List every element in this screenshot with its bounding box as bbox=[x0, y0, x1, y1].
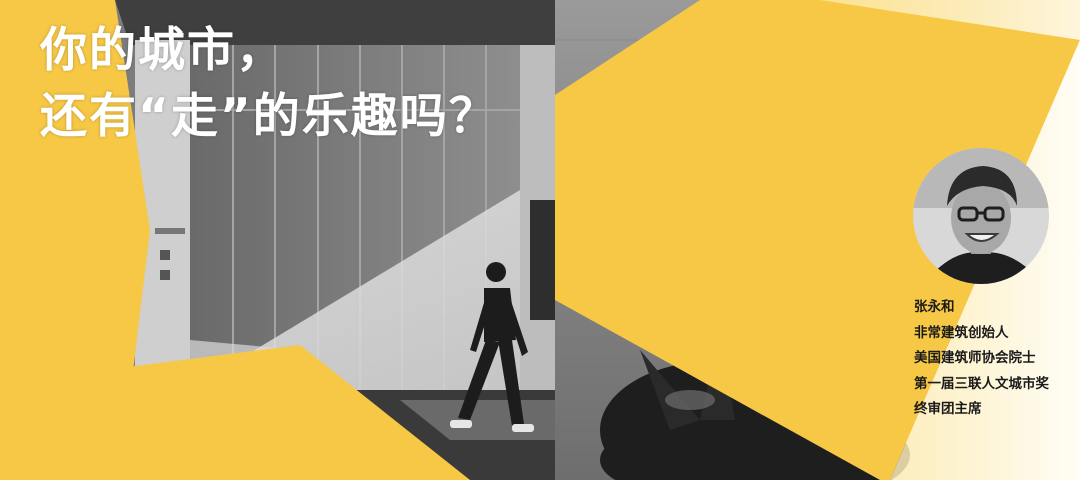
speaker-name: 张永和 bbox=[914, 299, 955, 315]
speaker-title: 第一届三联人文城市奖 bbox=[914, 375, 1049, 392]
headline: 你的城市， 还有“走”的乐趣吗？ bbox=[40, 18, 498, 150]
speaker-portrait bbox=[913, 148, 1049, 284]
speaker-credits: 张永和 非常建筑创始人 美国建筑师协会院士 第一届三联人文城市奖 终审团主席 bbox=[914, 295, 1049, 423]
speaker-title: 终审团主席 bbox=[914, 401, 982, 417]
speaker-title: 非常建筑创始人 bbox=[914, 324, 1009, 341]
speaker-title: 美国建筑师协会院士 bbox=[914, 350, 1036, 366]
speaker-avatar bbox=[913, 148, 1049, 284]
headline-line-1: 你的城市， bbox=[40, 23, 285, 78]
headline-line-2: 还有“走”的乐趣吗？ bbox=[40, 89, 498, 144]
walking-person bbox=[450, 262, 534, 432]
